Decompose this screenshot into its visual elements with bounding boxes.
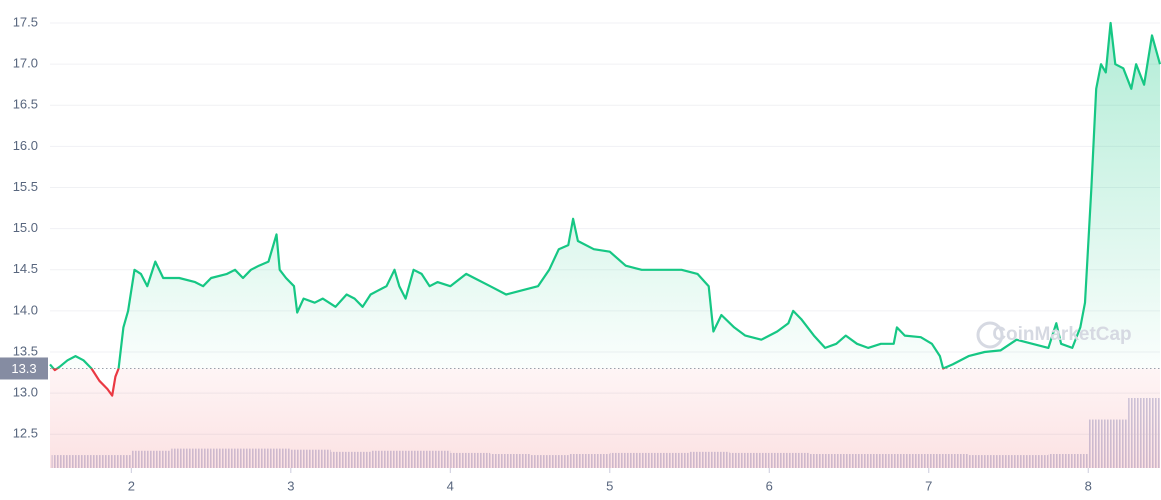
x-tick-label: 3	[287, 478, 294, 493]
watermark-logo	[976, 321, 1004, 349]
y-tick-label: 13.0	[13, 385, 38, 400]
y-tick-label: 15.5	[13, 179, 38, 194]
x-tick-label: 5	[606, 478, 613, 493]
x-tick-label: 7	[925, 478, 932, 493]
y-tick-label: 12.5	[13, 426, 38, 441]
x-tick-label: 2	[128, 478, 135, 493]
price-area	[50, 23, 1160, 468]
x-tick-label: 8	[1085, 478, 1092, 493]
x-tick-label: 6	[766, 478, 773, 493]
y-tick-label: 17.0	[13, 56, 38, 71]
x-tick-label: 4	[447, 478, 454, 493]
watermark: CoinMarketCap	[992, 324, 1131, 345]
y-tick-label: 14.5	[13, 261, 38, 276]
y-tick-label: 16.0	[13, 138, 38, 153]
y-tick-label: 14.0	[13, 302, 38, 317]
baseline-label: 13.3	[11, 361, 36, 376]
y-tick-label: 15.0	[13, 220, 38, 235]
price-line	[49, 21, 1161, 397]
baseline-label-box	[0, 357, 48, 380]
y-tick-label: 16.5	[13, 97, 38, 112]
y-tick-label: 13.5	[13, 343, 38, 358]
y-tick-label: 17.5	[13, 14, 38, 29]
